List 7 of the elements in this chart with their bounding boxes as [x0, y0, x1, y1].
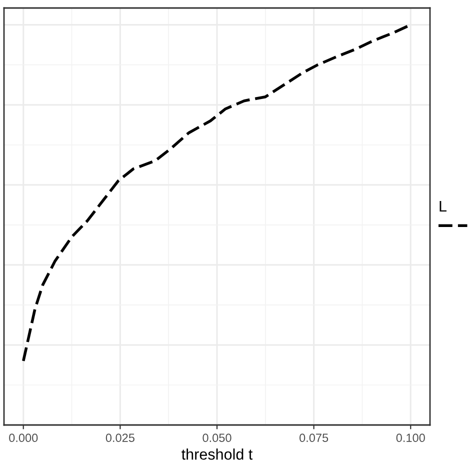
x-tick-label: 0.100 [396, 434, 425, 442]
x-tick-label: 0.025 [106, 434, 134, 442]
x-tick-label: 0.075 [300, 434, 328, 442]
x-axis-title: threshold t [182, 448, 253, 460]
x-tick-label: 0.050 [202, 434, 232, 442]
x-tick-label: 0.000 [9, 434, 38, 442]
legend-title: L [440, 200, 446, 212]
